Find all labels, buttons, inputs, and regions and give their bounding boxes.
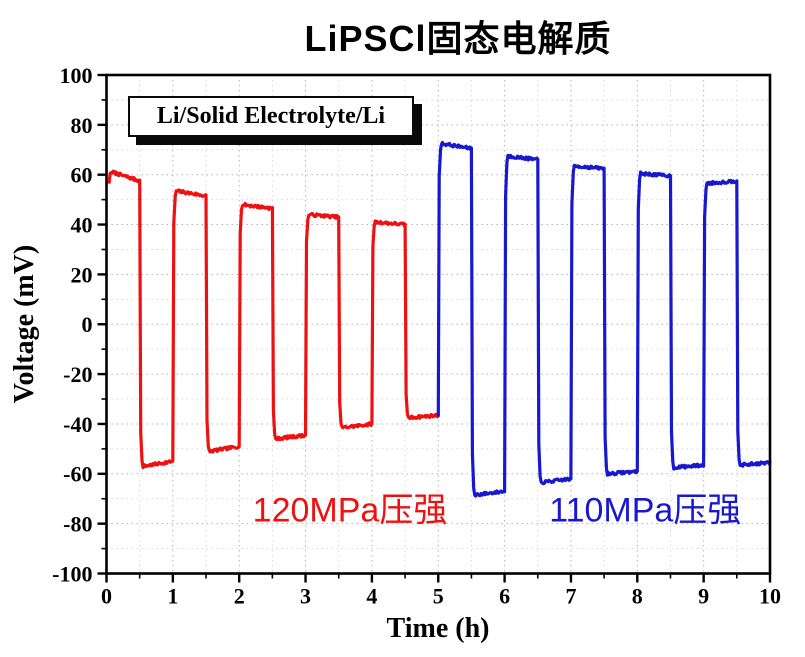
- x-tick-label: 4: [366, 584, 377, 609]
- y-tick-label: 80: [71, 113, 93, 138]
- x-axis-label: Time (h): [386, 613, 490, 644]
- y-axis-label: Voltage (mV): [9, 244, 40, 404]
- y-tick-label: 20: [71, 262, 93, 287]
- annotation-120mpa: 120MPa压强: [252, 491, 448, 530]
- y-tick-label: -40: [63, 412, 92, 437]
- chart-title: LiPSCl固态电解质: [304, 18, 612, 59]
- y-tick-label: 100: [60, 63, 93, 88]
- x-tick-label: 7: [565, 584, 576, 609]
- x-tick-label: 9: [698, 584, 709, 609]
- x-tick-label: 8: [632, 584, 643, 609]
- x-tick-label: 2: [234, 584, 245, 609]
- y-tick-label: -100: [52, 561, 92, 586]
- series-line-0: [107, 169, 440, 470]
- y-tick-label: -20: [63, 362, 92, 387]
- y-tick-label: 40: [71, 212, 93, 237]
- series-line-1: [436, 140, 772, 498]
- x-tick-label: 6: [499, 584, 510, 609]
- x-tick-label: 0: [101, 584, 112, 609]
- y-tick-label: -80: [63, 512, 92, 537]
- x-tick-label: 5: [433, 584, 444, 609]
- annotation-110mpa: 110MPa压强: [549, 491, 742, 530]
- y-tick-label: 60: [71, 163, 93, 188]
- x-tick-label: 3: [300, 584, 311, 609]
- x-tick-label: 10: [759, 584, 781, 609]
- y-tick-label: 0: [82, 312, 93, 337]
- legend-label: Li/Solid Electrolyte/Li: [156, 103, 386, 129]
- x-tick-label: 1: [167, 584, 178, 609]
- legend-box: Li/Solid Electrolyte/Li: [128, 96, 414, 137]
- y-tick-label: -60: [63, 462, 92, 487]
